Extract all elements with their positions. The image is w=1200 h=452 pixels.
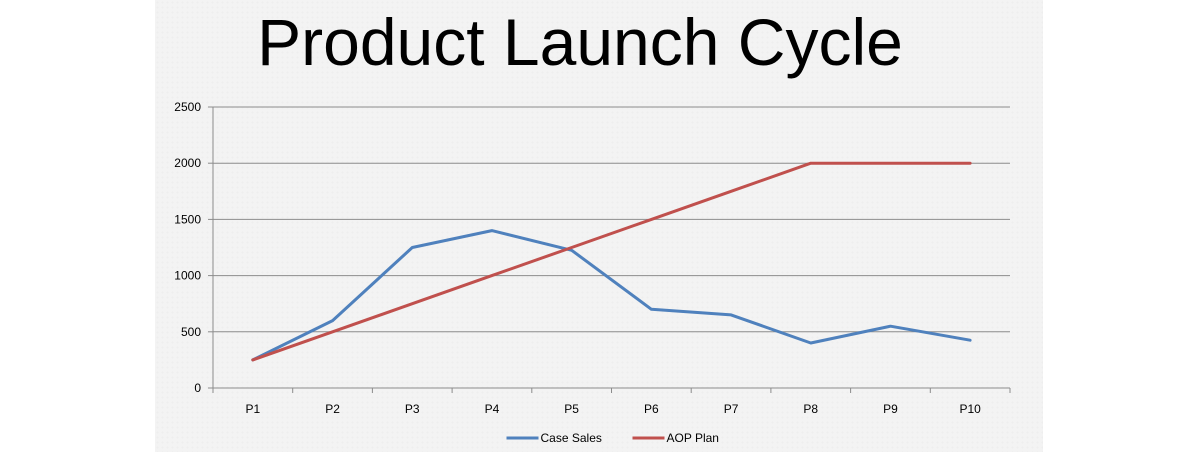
x-tick-label: P7 xyxy=(724,402,739,416)
y-tick-label: 2000 xyxy=(174,156,201,170)
y-tick-labels: 0 500 1000 1500 2000 2500 xyxy=(174,100,201,395)
x-tick-label: P2 xyxy=(325,402,340,416)
x-tick-label: P10 xyxy=(959,402,981,416)
series-lines xyxy=(251,161,972,362)
legend: Case Sales AOP Plan xyxy=(506,431,719,445)
x-tick-label: P3 xyxy=(405,402,420,416)
legend-label-aop-plan: AOP Plan xyxy=(667,431,719,445)
legend-label-case-sales: Case Sales xyxy=(541,431,602,445)
y-tick-label: 1000 xyxy=(174,269,201,283)
x-tick-label: P8 xyxy=(803,402,818,416)
series-line-aop-plan xyxy=(251,161,972,362)
y-tick-label: 0 xyxy=(194,381,201,395)
slide-background xyxy=(155,0,1043,452)
x-tick-label: P6 xyxy=(644,402,659,416)
x-tick-label: P5 xyxy=(564,402,579,416)
x-tick-label: P9 xyxy=(883,402,898,416)
y-tick-label: 2500 xyxy=(174,100,201,114)
slide-title: Product Launch Cycle xyxy=(257,5,903,79)
y-tick-label: 1500 xyxy=(174,212,201,226)
series-line-case-sales xyxy=(251,229,972,362)
y-tick-label: 500 xyxy=(181,325,201,339)
grid-lines xyxy=(213,106,1010,333)
x-tick-label: P1 xyxy=(246,402,261,416)
x-tick-label: P4 xyxy=(485,402,500,416)
axes xyxy=(208,106,1011,393)
x-tick-labels: P1 P2 P3 P4 P5 P6 P7 P8 P9 P10 xyxy=(246,402,982,416)
